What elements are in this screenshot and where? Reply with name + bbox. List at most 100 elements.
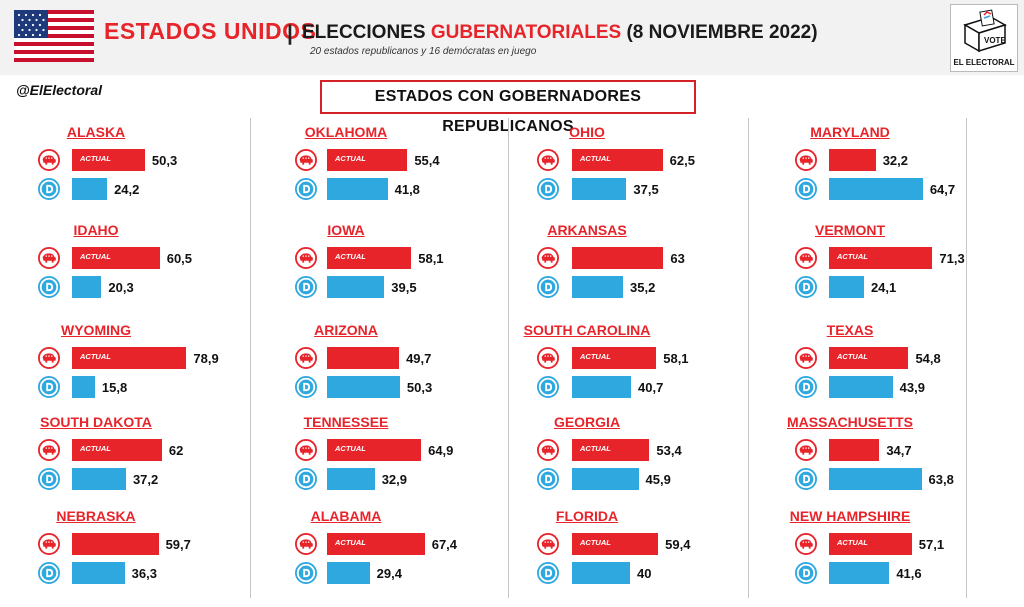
democrat-bar [572,468,639,490]
republican-elephant-icon [537,149,559,171]
page-subtitle-heading: ELECCIONES GUBERNATORIALES (8 NOVIEMBRE … [302,22,818,44]
democrat-value-label: 35,2 [630,280,656,295]
democrat-value-label: 41,8 [394,182,420,197]
republican-value-label: 32,2 [882,153,908,168]
republican-bar: ACTUAL [572,149,663,171]
column-divider [250,118,251,598]
incumbent-label: ACTUAL [80,444,111,453]
republican-bar: ACTUAL [327,439,422,461]
incumbent-label: ACTUAL [837,252,868,261]
republican-bar: ACTUAL [72,149,145,171]
republican-elephant-icon [537,347,559,369]
republican-elephant-icon [295,247,317,269]
republican-elephant-icon [295,149,317,171]
state-name: ALABAMA [310,508,382,524]
republican-value-label: 78,9 [193,351,219,366]
republican-bar [829,439,880,461]
republican-bar: ACTUAL [72,247,160,269]
incumbent-label: ACTUAL [335,252,366,261]
democrat-d-icon [38,468,60,490]
incumbent-label: ACTUAL [580,352,611,361]
column-divider [748,118,749,598]
democrat-value-label: 43,9 [899,380,925,395]
incumbent-label: ACTUAL [580,444,611,453]
state-name: IOWA [327,222,365,238]
title-post: (8 NOVIEMBRE 2022) [621,22,818,43]
democrat-bar [572,178,627,200]
logo-vote-text: VOTE [984,36,1006,45]
state-name: TEXAS [826,322,874,338]
republican-value-label: 53,4 [656,443,682,458]
democrat-value-label: 32,9 [381,472,408,487]
democrat-value-label: 37,5 [633,182,659,197]
incumbent-label: ACTUAL [335,154,366,163]
democrat-value-label: 15,8 [101,380,128,395]
republican-elephant-icon [38,347,60,369]
republican-value-label: 63 [670,251,685,266]
incumbent-label: ACTUAL [80,154,111,163]
democrat-d-icon [295,178,317,200]
header-banner: ESTADOS UNIDOS | ELECCIONES GUBERNATORIA… [0,0,1024,75]
republican-elephant-icon [795,533,817,555]
democrat-bar [72,276,102,298]
state-name: VERMONT [815,222,885,238]
democrat-d-icon [295,468,317,490]
democrat-d-icon [295,276,317,298]
democrat-bar [829,276,864,298]
republican-bar: ACTUAL [327,533,425,555]
republican-elephant-icon [38,149,60,171]
us-flag-icon [14,10,94,62]
republican-value-label: 49,7 [406,351,432,366]
democrat-value-label: 29,4 [376,566,402,581]
democrat-bar [829,562,890,584]
republican-bar: ACTUAL [327,149,408,171]
democrat-value-label: 20,3 [108,280,134,295]
democrat-bar [327,562,370,584]
republican-value-label: 54,8 [915,351,941,366]
democrat-value-label: 63,8 [928,472,954,487]
incumbent-label: ACTUAL [580,154,611,163]
state-name: NEW HAMPSHIRE [789,508,911,524]
democrat-value-label: 24,2 [114,182,140,197]
republican-value-label: 58,1 [418,251,444,266]
republican-bar [72,533,159,555]
democrat-value-label: 45,9 [645,472,671,487]
incumbent-label: ACTUAL [837,352,868,361]
republican-value-label: 71,3 [939,251,965,266]
democrat-bar [72,178,108,200]
democrat-value-label: 36,3 [131,566,157,581]
state-name: MARYLAND [810,124,890,140]
state-name: IDAHO [73,222,119,238]
democrat-bar [572,562,630,584]
democrat-d-icon [295,376,317,398]
democrat-bar [72,562,125,584]
democrat-d-icon [537,178,559,200]
page-title: ESTADOS UNIDOS [104,18,317,44]
republican-value-label: 34,7 [886,443,912,458]
democrat-bar [829,376,893,398]
democrat-bar [829,468,922,490]
republican-bar: ACTUAL [572,533,659,555]
state-name: ARIZONA [314,322,378,338]
democrat-value-label: 64,7 [929,182,956,197]
state-name: OHIO [569,124,605,140]
state-name: SOUTH CAROLINA [523,322,651,338]
republican-elephant-icon [38,439,60,461]
democrat-d-icon [38,276,60,298]
republican-elephant-icon [537,247,559,269]
republican-elephant-icon [295,347,317,369]
democrat-bar [327,178,388,200]
republican-value-label: 57,1 [918,537,945,552]
democrat-bar [327,376,400,398]
republican-bar [327,347,400,369]
democrat-bar [572,376,631,398]
republican-bar: ACTUAL [829,533,912,555]
democrat-value-label: 39,5 [391,280,417,295]
republican-bar: ACTUAL [829,347,909,369]
republican-elephant-icon [295,439,317,461]
republican-elephant-icon [537,439,559,461]
republican-elephant-icon [38,247,60,269]
democrat-d-icon [537,562,559,584]
republican-value-label: 58,1 [663,351,689,366]
democrat-d-icon [537,376,559,398]
